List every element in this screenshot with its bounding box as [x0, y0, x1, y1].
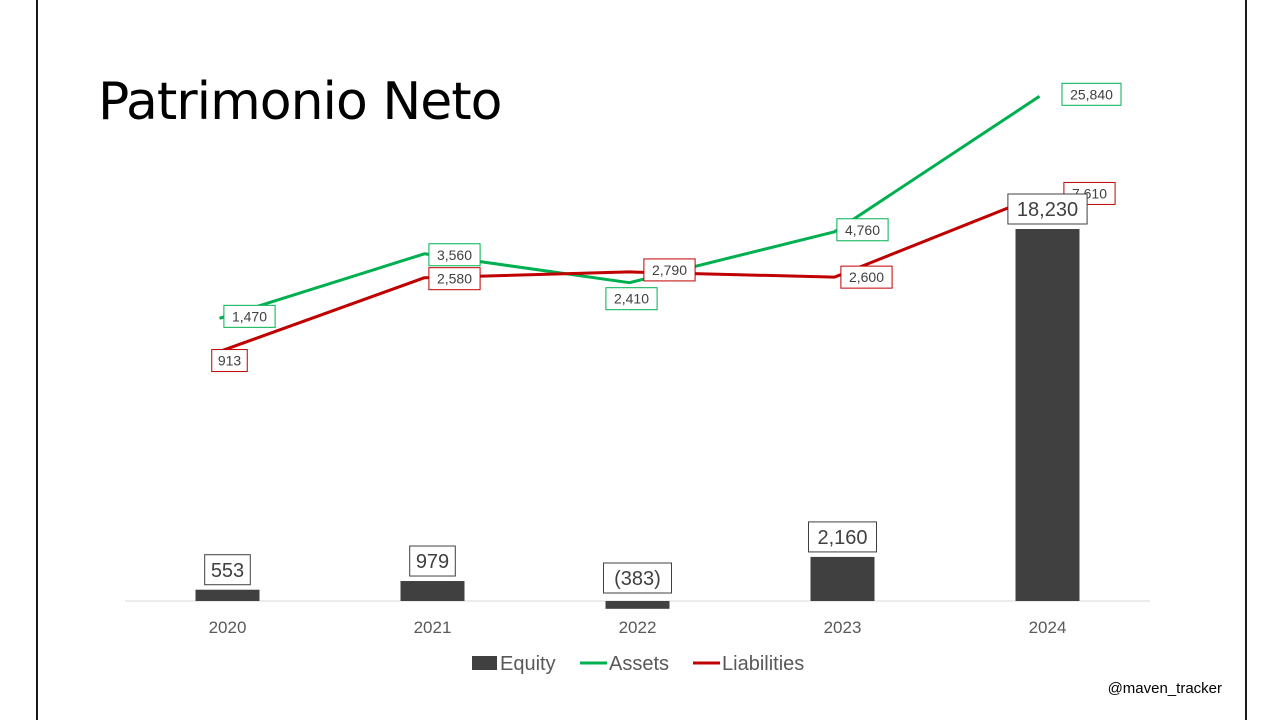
- x-tick-label: 2020: [209, 618, 247, 637]
- legend-equity-swatch: [472, 656, 497, 670]
- frame-right-border: [1245, 0, 1247, 720]
- equity-data-label: 979: [416, 551, 449, 573]
- assets-data-label: 25,840: [1070, 86, 1113, 102]
- equity-bar: [605, 601, 670, 609]
- liabilities-data-label: 2,600: [849, 269, 884, 285]
- assets-data-label: 3,560: [437, 247, 472, 263]
- liabilities-data-label-box: [840, 265, 893, 289]
- assets-data-label-box: [223, 304, 276, 328]
- equity-data-label-box: [1007, 193, 1088, 225]
- equity-bar: [810, 556, 875, 601]
- x-tick-label: 2024: [1029, 618, 1067, 637]
- assets-data-label: 4,760: [845, 222, 880, 238]
- assets-data-label-box: [1061, 82, 1122, 106]
- equity-bar: [1015, 229, 1080, 601]
- assets-line: [219, 95, 1041, 320]
- liabilities-data-label-box: [211, 349, 248, 373]
- credit-handle: @maven_tracker: [1107, 680, 1222, 697]
- chart-title: Patrimonio Neto: [98, 72, 502, 132]
- assets-data-label-box: [836, 218, 889, 242]
- assets-data-label-box: [605, 287, 658, 311]
- x-tick-label: 2022: [619, 618, 657, 637]
- equity-data-label-box: [204, 554, 251, 586]
- legend-liabilities-label: Liabilities: [722, 653, 804, 675]
- liabilities-data-label-box: [643, 258, 696, 282]
- equity-data-label: 2,160: [817, 527, 867, 549]
- liabilities-data-label: 2,580: [437, 271, 472, 287]
- liabilities-line: [218, 194, 1041, 353]
- frame-left-border: [36, 0, 38, 720]
- legend-equity-label: Equity: [500, 653, 556, 675]
- assets-data-label-box: [428, 243, 481, 267]
- assets-data-label: 1,470: [232, 308, 267, 324]
- equity-data-label-box: [409, 545, 456, 577]
- x-tick-label: 2021: [414, 618, 452, 637]
- x-tick-label: 2023: [824, 618, 862, 637]
- equity-data-label: (383): [614, 568, 661, 590]
- equity-data-label: 553: [211, 560, 244, 582]
- equity-data-label: 18,230: [1017, 199, 1078, 221]
- legend-assets-label: Assets: [609, 653, 669, 675]
- liabilities-data-label: 2,790: [652, 262, 687, 278]
- assets-data-label: 2,410: [614, 291, 649, 307]
- liabilities-data-label: 913: [218, 353, 242, 369]
- equity-data-label-box: [603, 562, 672, 594]
- equity-data-label-box: [808, 521, 877, 553]
- equity-bar: [195, 589, 260, 601]
- equity-bar: [400, 581, 465, 601]
- liabilities-data-label-box: [428, 267, 481, 291]
